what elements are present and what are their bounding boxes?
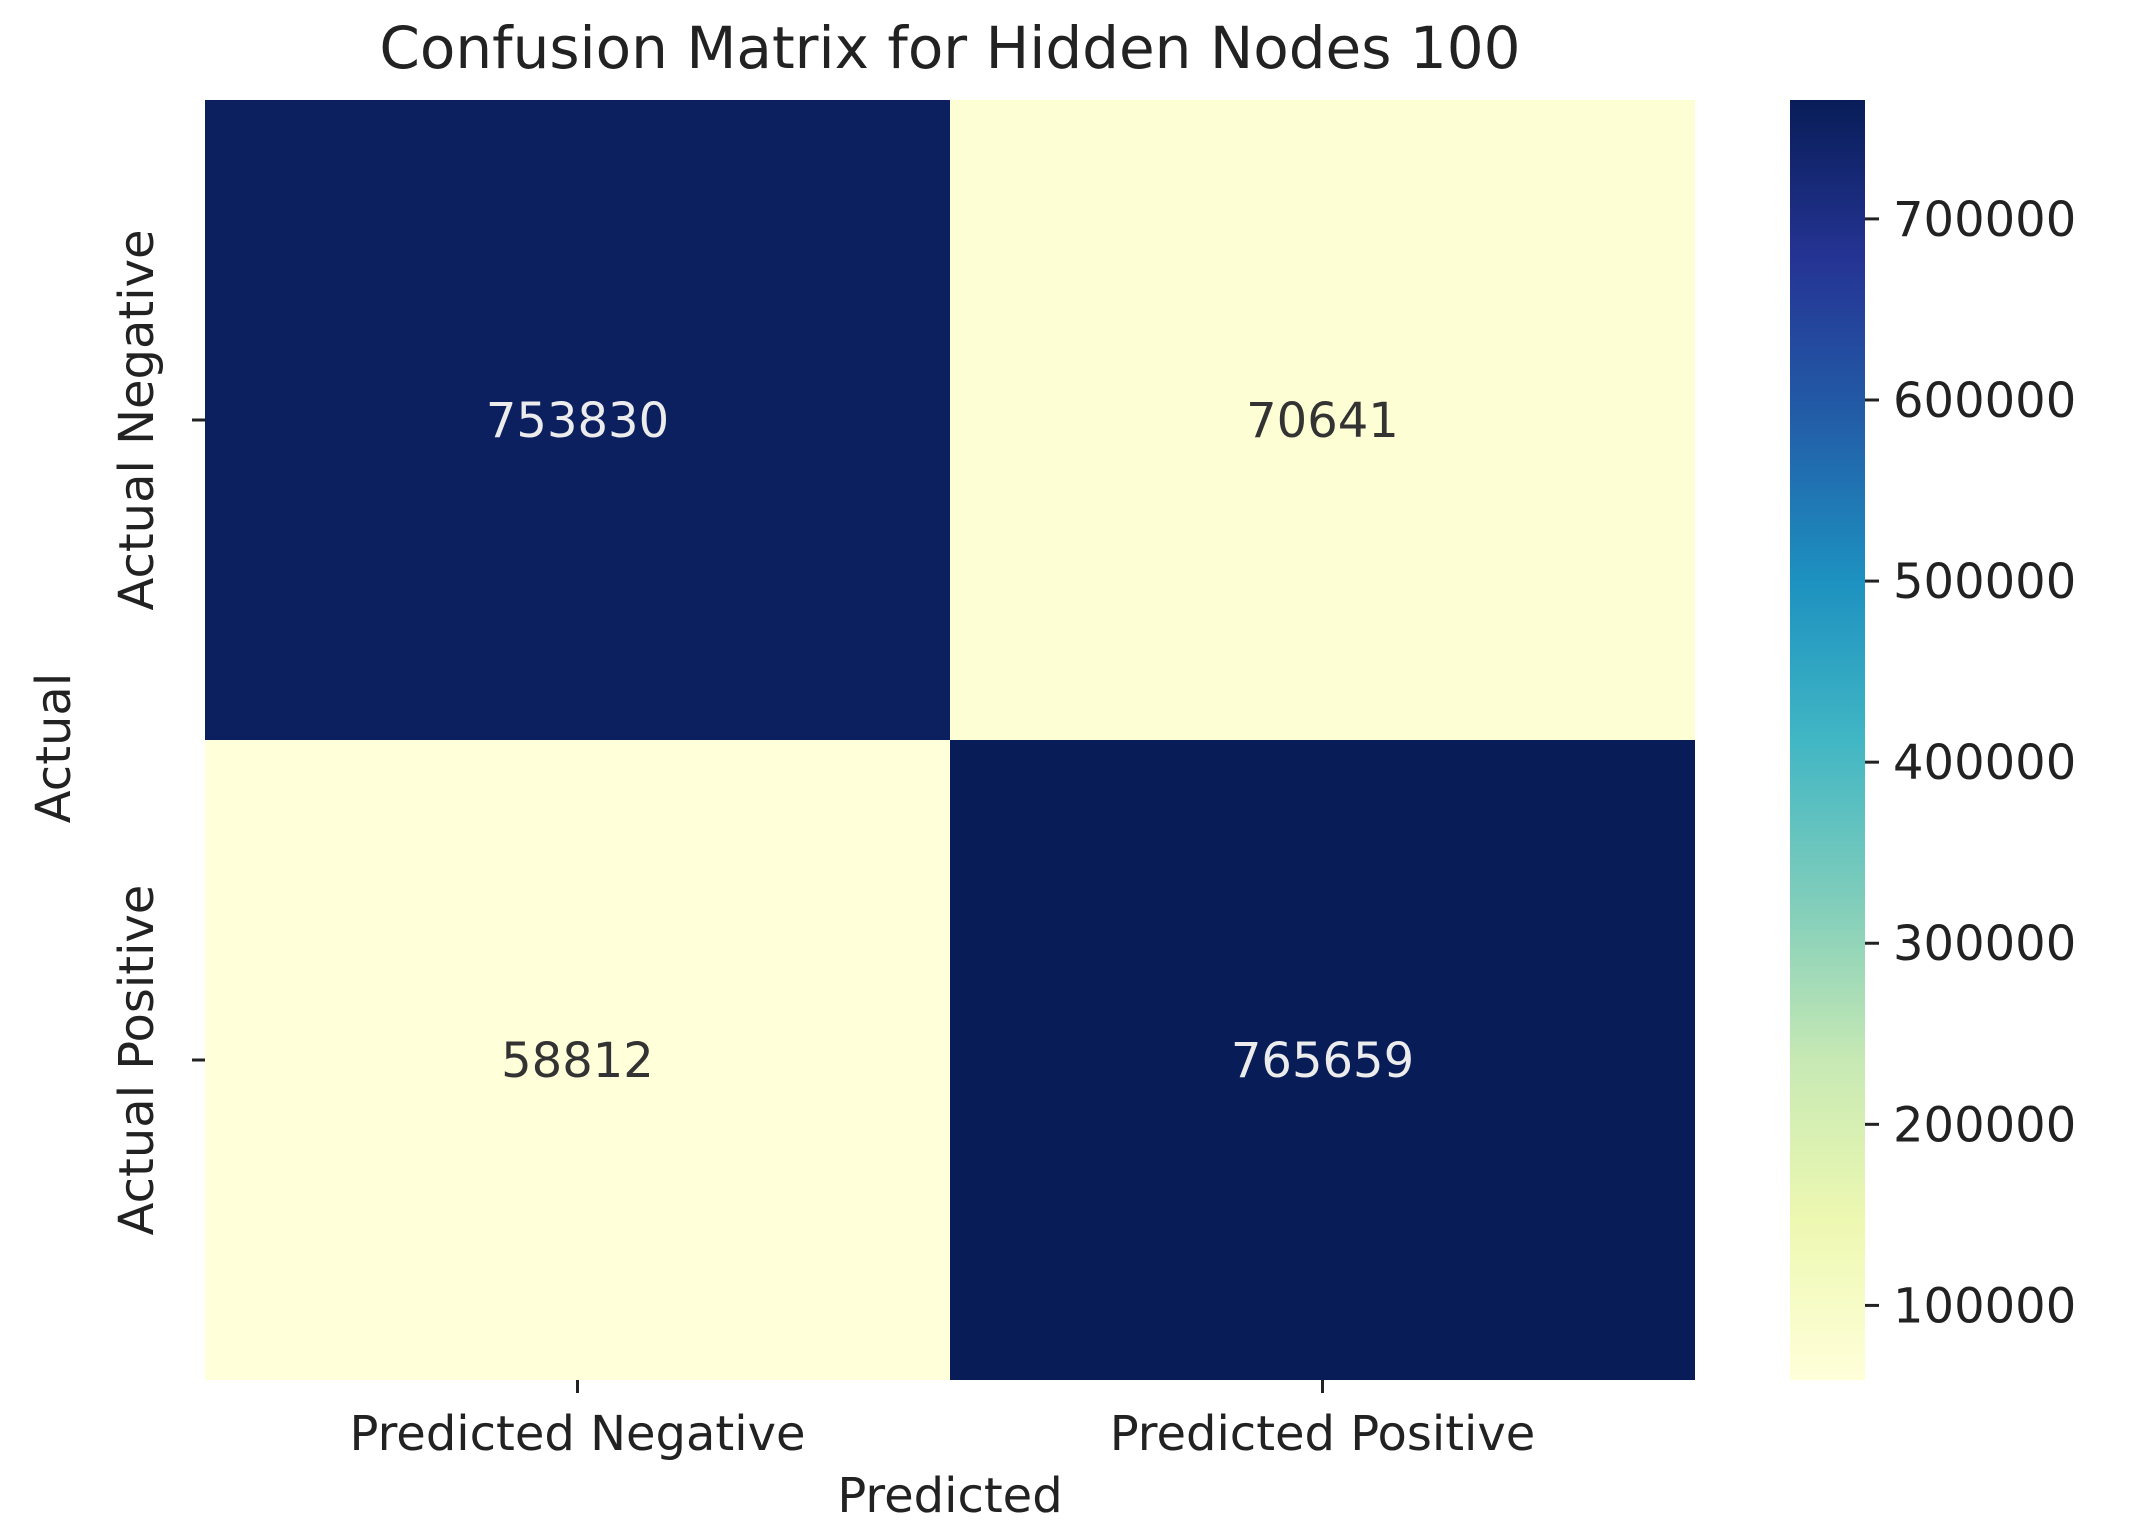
cell-value-label: 58812 xyxy=(501,1033,654,1089)
cell-value-label: 753830 xyxy=(486,393,669,449)
y-axis-ticks: Actual Negative Actual Positive xyxy=(109,229,205,1235)
colorbar-tick-label: 300000 xyxy=(1893,916,2076,972)
x-tick-label: Predicted Negative xyxy=(350,1406,806,1462)
heatmap-cells xyxy=(205,100,1695,1380)
heatmap-cell-labels: 753830 70641 58812 765659 xyxy=(486,393,1414,1089)
x-axis-ticks: Predicted Negative Predicted Positive xyxy=(350,1380,1536,1462)
y-axis-label: Actual xyxy=(26,673,82,823)
y-tick-label: Actual Positive xyxy=(109,885,165,1236)
colorbar-tick-label: 200000 xyxy=(1893,1097,2076,1153)
heatmap-cell xyxy=(950,100,1695,740)
heatmap-cell xyxy=(205,100,950,740)
x-axis-label: Predicted xyxy=(837,1468,1062,1524)
y-tick-label: Actual Negative xyxy=(109,229,165,610)
colorbar-tick-label: 700000 xyxy=(1893,192,2076,248)
colorbar-tick-label: 500000 xyxy=(1893,554,2076,610)
colorbar-ticks: 100000 200000 300000 400000 500000 600000 7000… xyxy=(1865,192,2076,1334)
colorbar xyxy=(1790,100,1865,1380)
chart-title: Confusion Matrix for Hidden Nodes 100 xyxy=(379,14,1520,82)
x-tick-label: Predicted Positive xyxy=(1110,1406,1536,1462)
heatmap-cell xyxy=(205,740,950,1380)
cell-value-label: 70641 xyxy=(1246,393,1399,449)
heatmap-cell xyxy=(950,740,1695,1380)
colorbar-tick-label: 100000 xyxy=(1893,1278,2076,1334)
colorbar-tick-label: 600000 xyxy=(1893,373,2076,429)
cell-value-label: 765659 xyxy=(1231,1033,1414,1089)
colorbar-tick-label: 400000 xyxy=(1893,735,2076,791)
